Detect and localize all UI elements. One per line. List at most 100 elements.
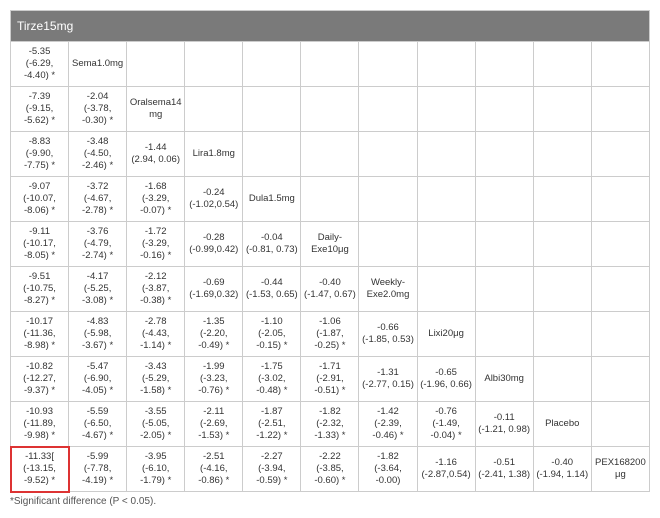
empty-cell xyxy=(533,357,591,402)
value-cell: -3.76(-4.79, -2.74) * xyxy=(69,222,127,267)
empty-cell xyxy=(417,42,475,87)
value-cell: -0.40(-1.94, 1.14) xyxy=(533,447,591,492)
empty-cell xyxy=(533,87,591,132)
diag-label: Daily-Exe10μg xyxy=(301,222,359,267)
empty-cell xyxy=(591,267,649,312)
value-cell: -8.83(-9.90, -7.75) * xyxy=(11,132,69,177)
empty-cell xyxy=(475,177,533,222)
value-cell: -4.17(-5.25, -3.08) * xyxy=(69,267,127,312)
empty-cell xyxy=(533,267,591,312)
value-cell: -0.28(-0.99,0.42) xyxy=(185,222,243,267)
value-cell: -9.07(-10.07, -8.06) * xyxy=(11,177,69,222)
empty-cell xyxy=(591,132,649,177)
value-cell: -2.51(-4.16, -0.86) * xyxy=(185,447,243,492)
empty-cell xyxy=(417,87,475,132)
empty-cell xyxy=(301,177,359,222)
value-cell: -1.72(-3.29, -0.16) * xyxy=(127,222,185,267)
empty-cell xyxy=(417,132,475,177)
value-cell: -9.11(-10.17, -8.05) * xyxy=(11,222,69,267)
diag-label: Sema1.0mg xyxy=(69,42,127,87)
value-cell: -0.44(-1.53, 0.65) xyxy=(243,267,301,312)
empty-cell xyxy=(243,87,301,132)
value-cell: -0.65(-1.96, 0.66) xyxy=(417,357,475,402)
value-cell: -0.11(-1.21, 0.98) xyxy=(475,402,533,447)
value-cell: -3.48(-4.50, -2.46) * xyxy=(69,132,127,177)
empty-cell xyxy=(475,267,533,312)
empty-cell xyxy=(591,177,649,222)
empty-cell xyxy=(591,222,649,267)
empty-cell xyxy=(243,42,301,87)
empty-cell xyxy=(591,42,649,87)
value-cell: -2.78(-4.43, -1.14) * xyxy=(127,312,185,357)
empty-cell xyxy=(185,42,243,87)
diag-label: Weekly-Exe2.0mg xyxy=(359,267,417,312)
empty-cell xyxy=(591,312,649,357)
empty-cell xyxy=(185,87,243,132)
empty-cell xyxy=(301,132,359,177)
empty-cell xyxy=(591,87,649,132)
value-cell: -10.93(-11.89, -9.98) * xyxy=(11,402,69,447)
value-cell: -2.12(-3.87, -0.38) * xyxy=(127,267,185,312)
value-cell: -5.59(-6.50, -4.67) * xyxy=(69,402,127,447)
value-cell: -10.82(-12.27, -9.37) * xyxy=(11,357,69,402)
empty-cell xyxy=(533,177,591,222)
value-cell: -1.68(-3.29, -0.07) * xyxy=(127,177,185,222)
value-cell: -3.43(-5.29, -1.58) * xyxy=(127,357,185,402)
value-cell: -3.95(-6.10, -1.79) * xyxy=(127,447,185,492)
empty-cell xyxy=(359,132,417,177)
diag-label: Lira1.8mg xyxy=(185,132,243,177)
empty-cell xyxy=(533,132,591,177)
value-cell: -0.51(-2.41, 1.38) xyxy=(475,447,533,492)
value-cell: -1.82(-3.64, -0.00) xyxy=(359,447,417,492)
empty-cell xyxy=(591,402,649,447)
value-cell: -2.22(-3.85, -0.60) * xyxy=(301,447,359,492)
value-cell: -1.10(-2.05, -0.15) * xyxy=(243,312,301,357)
empty-cell xyxy=(475,42,533,87)
empty-cell xyxy=(591,357,649,402)
value-cell: -1.87(-2.51, -1.22) * xyxy=(243,402,301,447)
empty-cell xyxy=(475,87,533,132)
value-cell: -10.17(-11.36, -8.98) * xyxy=(11,312,69,357)
diag-label: Albi30mg xyxy=(475,357,533,402)
value-cell: -7.39(-9.15, -5.62) * xyxy=(11,87,69,132)
value-cell: -1.31(-2.77, 0.15) xyxy=(359,357,417,402)
diag-label: Oralsema14mg xyxy=(127,87,185,132)
empty-cell xyxy=(127,42,185,87)
empty-cell xyxy=(417,177,475,222)
diag-label: Placebo xyxy=(533,402,591,447)
value-cell: -0.24(-1.02,0.54) xyxy=(185,177,243,222)
value-cell: -9.51(-10.75, -8.27) * xyxy=(11,267,69,312)
value-cell: -1.71(-2.91, -0.51) * xyxy=(301,357,359,402)
empty-cell xyxy=(359,87,417,132)
value-cell: -5.99(-7.78, -4.19) * xyxy=(69,447,127,492)
diag-label: Lixi20μg xyxy=(417,312,475,357)
value-cell: -1.44(2.94, 0.06) xyxy=(127,132,185,177)
value-cell: -2.27(-3.94, -0.59) * xyxy=(243,447,301,492)
empty-cell xyxy=(475,312,533,357)
empty-cell xyxy=(475,222,533,267)
value-cell: -2.04(-3.78, -0.30) * xyxy=(69,87,127,132)
footnote-text: *Significant difference (P < 0.05). xyxy=(10,496,650,507)
value-cell: -0.66(-1.85, 0.53) xyxy=(359,312,417,357)
empty-cell xyxy=(533,312,591,357)
empty-cell xyxy=(533,222,591,267)
value-cell: -5.35(-6.29, -4.40) * xyxy=(11,42,69,87)
value-cell: -1.82(-2.32, -1.33) * xyxy=(301,402,359,447)
value-cell: -5.47(-6.90, -4.05) * xyxy=(69,357,127,402)
header-cell: Tirze15mg xyxy=(11,11,650,42)
value-cell: -1.75(-3.02, -0.48) * xyxy=(243,357,301,402)
value-cell: -3.72(-4.67, -2.78) * xyxy=(69,177,127,222)
value-cell: -1.35(-2.20, -0.49) * xyxy=(185,312,243,357)
value-cell: -1.99(-3.23, -0.76) * xyxy=(185,357,243,402)
empty-cell xyxy=(243,132,301,177)
value-cell: -1.42(-2.39, -0.46) * xyxy=(359,402,417,447)
diag-label: Dula1.5mg xyxy=(243,177,301,222)
diag-label: PEX168200μg xyxy=(591,447,649,492)
value-cell: -1.06(-1.87, -0.25) * xyxy=(301,312,359,357)
value-cell: -0.40(-1.47, 0.67) xyxy=(301,267,359,312)
empty-cell xyxy=(533,42,591,87)
empty-cell xyxy=(359,222,417,267)
value-cell: -0.69(-1.69,0.32) xyxy=(185,267,243,312)
empty-cell xyxy=(359,42,417,87)
value-cell: -11.33[(-13.15, -9.52) * xyxy=(11,447,69,492)
